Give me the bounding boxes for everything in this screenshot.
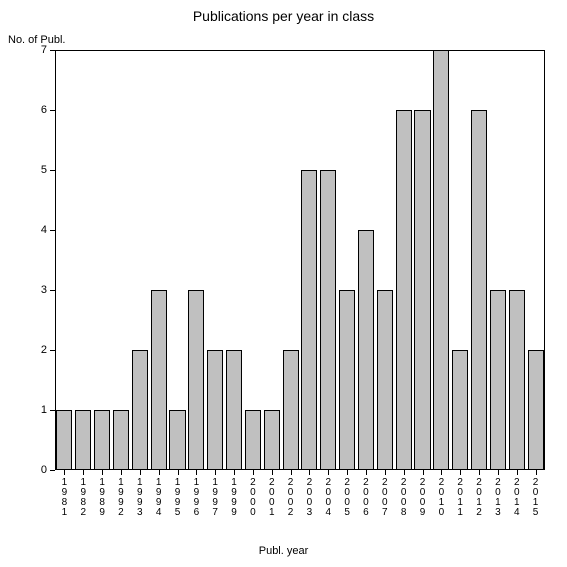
x-tick-mark: [83, 470, 84, 475]
x-tick-mark: [64, 470, 65, 475]
x-tick-label: 2008: [394, 478, 413, 518]
x-tick-mark: [517, 470, 518, 475]
x-tick-mark: [423, 470, 424, 475]
bar: [414, 110, 430, 470]
y-tick-label: 3: [33, 284, 47, 296]
x-tick-label: 2015: [526, 478, 545, 518]
x-tick-mark: [328, 470, 329, 475]
bar: [377, 290, 393, 470]
x-tick-mark: [196, 470, 197, 475]
x-tick-label: 1993: [130, 478, 149, 518]
x-tick-mark: [291, 470, 292, 475]
x-tick-mark: [441, 470, 442, 475]
y-tick-mark: [50, 230, 55, 231]
y-tick-mark: [50, 110, 55, 111]
bar: [132, 350, 148, 470]
y-tick-label: 2: [33, 344, 47, 356]
x-tick-label: 1981: [55, 478, 74, 518]
x-tick-mark: [234, 470, 235, 475]
x-tick-mark: [309, 470, 310, 475]
bar: [452, 350, 468, 470]
bar: [528, 350, 544, 470]
bar: [188, 290, 204, 470]
bar: [151, 290, 167, 470]
bar: [471, 110, 487, 470]
x-tick-label: 2006: [357, 478, 376, 518]
bar: [509, 290, 525, 470]
y-tick-label: 4: [33, 224, 47, 236]
x-tick-mark: [366, 470, 367, 475]
y-tick-mark: [50, 170, 55, 171]
x-tick-mark: [178, 470, 179, 475]
chart-title: Publications per year in class: [0, 8, 567, 24]
y-tick-mark: [50, 350, 55, 351]
x-tick-mark: [121, 470, 122, 475]
x-axis-label: Publ. year: [0, 545, 567, 557]
bar: [433, 50, 449, 470]
bar: [339, 290, 355, 470]
bar: [301, 170, 317, 470]
y-tick-label: 7: [33, 44, 47, 56]
x-tick-label: 1997: [206, 478, 225, 518]
x-tick-label: 2000: [243, 478, 262, 518]
x-tick-mark: [102, 470, 103, 475]
x-tick-label: 2014: [507, 478, 526, 518]
x-tick-label: 2013: [488, 478, 507, 518]
bar: [396, 110, 412, 470]
y-tick-mark: [50, 290, 55, 291]
x-tick-label: 1989: [93, 478, 112, 518]
x-tick-label: 2004: [319, 478, 338, 518]
y-tick-mark: [50, 50, 55, 51]
x-tick-label: 1992: [112, 478, 131, 518]
bar: [207, 350, 223, 470]
y-tick-mark: [50, 470, 55, 471]
bar: [358, 230, 374, 470]
x-tick-mark: [498, 470, 499, 475]
x-tick-label: 2012: [470, 478, 489, 518]
x-tick-mark: [404, 470, 405, 475]
x-tick-label: 2002: [281, 478, 300, 518]
y-tick-label: 5: [33, 164, 47, 176]
x-tick-mark: [140, 470, 141, 475]
x-tick-label: 2001: [262, 478, 281, 518]
bar: [490, 290, 506, 470]
x-tick-label: 1996: [187, 478, 206, 518]
bar: [283, 350, 299, 470]
x-tick-mark: [159, 470, 160, 475]
bar: [113, 410, 129, 470]
bar: [264, 410, 280, 470]
x-tick-mark: [385, 470, 386, 475]
x-tick-mark: [536, 470, 537, 475]
x-tick-label: 1999: [225, 478, 244, 518]
y-tick-label: 0: [33, 464, 47, 476]
y-tick-label: 6: [33, 104, 47, 116]
x-tick-mark: [479, 470, 480, 475]
chart-container: Publications per year in class No. of Pu…: [0, 0, 567, 567]
bar: [75, 410, 91, 470]
bar: [226, 350, 242, 470]
bar: [245, 410, 261, 470]
x-tick-mark: [253, 470, 254, 475]
y-tick-label: 1: [33, 404, 47, 416]
x-tick-label: 1982: [74, 478, 93, 518]
x-tick-label: 1994: [149, 478, 168, 518]
x-tick-mark: [215, 470, 216, 475]
x-tick-label: 2005: [338, 478, 357, 518]
bar: [169, 410, 185, 470]
x-tick-label: 2003: [300, 478, 319, 518]
x-tick-mark: [460, 470, 461, 475]
x-tick-label: 1995: [168, 478, 187, 518]
bar: [56, 410, 72, 470]
x-tick-mark: [272, 470, 273, 475]
x-tick-label: 2010: [432, 478, 451, 518]
bar: [94, 410, 110, 470]
bar: [320, 170, 336, 470]
x-tick-label: 2011: [451, 478, 470, 518]
x-tick-label: 2007: [375, 478, 394, 518]
y-tick-mark: [50, 410, 55, 411]
x-tick-mark: [347, 470, 348, 475]
x-tick-label: 2009: [413, 478, 432, 518]
